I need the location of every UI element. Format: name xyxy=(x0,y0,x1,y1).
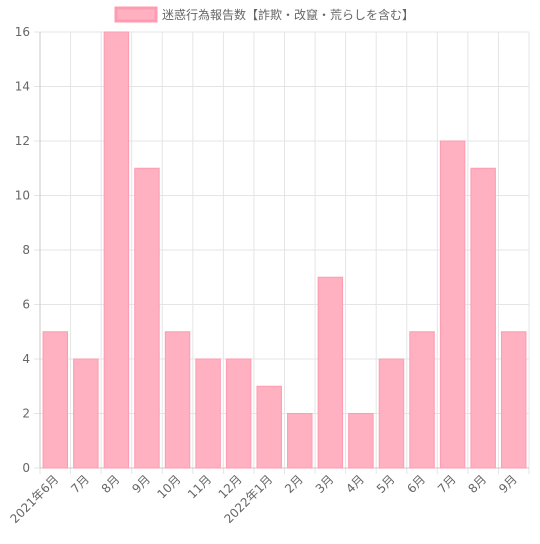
x-tick-label: 7月 xyxy=(68,472,92,496)
y-axis-ticks: 0 2 4 6 8 10 12 14 16 xyxy=(15,25,30,475)
x-tick-label: 2021年6月 xyxy=(8,472,62,526)
bar[interactable] xyxy=(317,276,344,469)
bar[interactable] xyxy=(164,331,191,469)
x-tick-label: 2月 xyxy=(282,472,306,496)
bar[interactable] xyxy=(42,331,69,469)
y-tick-label: 6 xyxy=(22,298,30,312)
x-tick-label: 3月 xyxy=(313,472,337,496)
y-tick-label: 14 xyxy=(15,80,30,94)
bar[interactable] xyxy=(439,140,466,469)
bar[interactable] xyxy=(470,167,496,469)
bar[interactable] xyxy=(287,413,313,469)
legend-label: 迷惑行為報告数【詐欺・改竄・荒らしを含む】 xyxy=(162,7,414,22)
x-tick-label: 9月 xyxy=(496,472,520,496)
x-tick-label: 8月 xyxy=(465,472,489,496)
x-tick-label: 9月 xyxy=(129,472,153,496)
legend[interactable]: 迷惑行為報告数【詐欺・改竄・荒らしを含む】 xyxy=(114,6,414,23)
y-tick-label: 2 xyxy=(22,407,30,421)
bar[interactable] xyxy=(348,413,374,469)
y-tick-label: 10 xyxy=(15,189,30,203)
x-tick-label: 4月 xyxy=(343,472,367,496)
bar[interactable] xyxy=(134,167,160,469)
y-tick-label: 0 xyxy=(22,461,30,475)
x-tick-label: 5月 xyxy=(374,472,398,496)
x-tick-label: 7月 xyxy=(435,472,459,496)
bar[interactable] xyxy=(256,385,282,469)
x-tick-label: 8月 xyxy=(99,472,123,496)
bar[interactable] xyxy=(409,331,435,469)
bar[interactable] xyxy=(73,358,99,469)
bars xyxy=(42,31,527,469)
x-tick-label: 11月 xyxy=(185,472,214,501)
bar[interactable] xyxy=(195,358,221,469)
bar[interactable] xyxy=(225,358,252,469)
y-tick-label: 8 xyxy=(22,243,30,257)
y-tick-label: 16 xyxy=(15,25,30,39)
bar[interactable] xyxy=(103,31,130,469)
x-tick-label: 10月 xyxy=(154,472,183,501)
bar[interactable] xyxy=(378,358,405,469)
y-tick-label: 12 xyxy=(15,134,30,148)
legend-swatch xyxy=(114,6,158,23)
y-tick-label: 4 xyxy=(22,352,30,366)
bar[interactable] xyxy=(500,331,527,469)
x-tick-label: 6月 xyxy=(404,472,428,496)
